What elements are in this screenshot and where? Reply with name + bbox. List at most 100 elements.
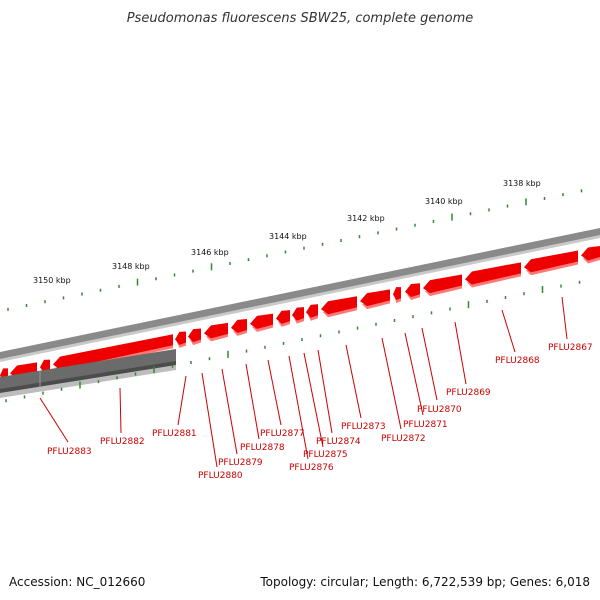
- scale-tick: [449, 307, 451, 311]
- gene-arrow[interactable]: [581, 246, 600, 261]
- kbp-label: 3138 kbp: [503, 179, 541, 188]
- scale-tick: [60, 387, 63, 391]
- scale-tick: [116, 376, 118, 380]
- scale-tick: [44, 300, 46, 304]
- scale-tick: [488, 208, 490, 212]
- scale-tick: [562, 193, 564, 197]
- kbp-labels: 3150 kbp 3148 kbp 3146 kbp 3144 kbp 3142…: [33, 179, 541, 285]
- gene-arrow[interactable]: [175, 331, 186, 345]
- gene-track: [0, 246, 600, 385]
- scale-tick: [118, 284, 120, 288]
- scale-tick: [97, 380, 100, 384]
- kbp-label: 3142 kbp: [347, 214, 385, 223]
- scale-tick: [173, 273, 176, 277]
- scale-tick: [136, 278, 139, 286]
- scale-tick: [375, 322, 377, 326]
- gene-arrow[interactable]: [524, 250, 578, 273]
- gene-arrow[interactable]: [204, 322, 228, 339]
- scale-tick: [506, 204, 509, 208]
- gene-label[interactable]: PFLU2882: [100, 437, 145, 447]
- kbp-label: 3150 kbp: [33, 276, 71, 285]
- page-title: Pseudomonas fluorescens SBW25, complete …: [127, 11, 474, 26]
- gene-callouts: PFLU2867 PFLU2868 PFLU2869 PFLU2870 PFLU…: [39, 296, 593, 481]
- scale-tick: [210, 263, 213, 271]
- gene-arrow[interactable]: [231, 318, 247, 333]
- scale-tick: [134, 372, 137, 376]
- genome-backbone: [0, 228, 600, 362]
- scale-tick: [23, 395, 26, 399]
- gene-label[interactable]: PFLU2870: [417, 405, 462, 415]
- selected-region[interactable]: [0, 349, 176, 398]
- scale-tick: [525, 198, 527, 206]
- scale-tick: [5, 399, 7, 403]
- gene-label[interactable]: PFLU2879: [218, 458, 263, 468]
- scale-tick: [99, 288, 102, 292]
- outer-scale-ticks: [7, 189, 583, 311]
- scale-tick: [412, 315, 414, 319]
- gene-label[interactable]: PFLU2872: [381, 434, 426, 444]
- gene-label[interactable]: PFLU2869: [446, 388, 491, 398]
- gene-arrow[interactable]: [405, 283, 420, 298]
- gene-label[interactable]: PFLU2875: [303, 450, 348, 460]
- scale-tick: [208, 357, 211, 361]
- scale-tick: [79, 381, 81, 389]
- gene-label[interactable]: PFLU2878: [240, 443, 285, 453]
- gene-label[interactable]: PFLU2876: [289, 463, 334, 473]
- scale-tick: [580, 189, 583, 193]
- gene-arrow[interactable]: [188, 328, 201, 343]
- scale-tick: [358, 235, 361, 239]
- inner-scale-ticks: [5, 280, 581, 403]
- scale-tick: [395, 227, 398, 231]
- gene-label[interactable]: PFLU2881: [152, 429, 197, 439]
- gene-label[interactable]: PFLU2877: [260, 429, 305, 439]
- scale-tick: [338, 330, 340, 334]
- scale-tick: [467, 301, 470, 309]
- scale-tick: [451, 213, 453, 221]
- gene-arrow[interactable]: [465, 262, 521, 285]
- scale-tick: [393, 318, 396, 322]
- scale-tick: [7, 307, 9, 311]
- gene-arrow[interactable]: [393, 287, 401, 301]
- scale-tick: [469, 212, 472, 216]
- scale-tick: [414, 223, 416, 227]
- gene-arrow[interactable]: [276, 310, 290, 324]
- gene-label[interactable]: PFLU2871: [403, 420, 448, 430]
- gene-arrow[interactable]: [360, 289, 390, 307]
- gene-label[interactable]: PFLU2867: [548, 343, 593, 353]
- scale-tick: [377, 231, 379, 235]
- scale-tick: [42, 391, 44, 395]
- kbp-label: 3146 kbp: [191, 248, 229, 257]
- gene-label[interactable]: PFLU2868: [495, 356, 540, 366]
- scale-tick: [430, 311, 433, 315]
- scale-tick: [486, 299, 488, 303]
- genome-summary-text: Topology: circular; Length: 6,722,539 bp…: [259, 575, 590, 589]
- scale-tick: [25, 304, 28, 308]
- scale-tick: [153, 366, 155, 374]
- scale-tick: [541, 285, 544, 293]
- gene-label[interactable]: PFLU2883: [47, 447, 92, 457]
- scale-tick: [319, 334, 322, 338]
- scale-tick: [560, 284, 562, 288]
- gene-arrow[interactable]: [321, 296, 357, 315]
- scale-tick: [266, 254, 268, 258]
- scale-tick: [155, 277, 157, 281]
- scale-tick: [264, 345, 266, 349]
- scale-tick: [284, 250, 287, 254]
- gene-arrow[interactable]: [292, 307, 304, 321]
- gene-arrow[interactable]: [306, 304, 318, 318]
- kbp-label: 3148 kbp: [112, 262, 150, 271]
- gene-arrow[interactable]: [250, 313, 273, 329]
- gene-arrow[interactable]: [423, 274, 462, 294]
- kbp-label: 3140 kbp: [425, 197, 463, 206]
- scale-tick: [578, 280, 581, 284]
- gene-label[interactable]: PFLU2880: [198, 471, 243, 481]
- scale-tick: [432, 219, 435, 223]
- scale-tick: [504, 296, 507, 300]
- scale-tick: [340, 239, 342, 243]
- gene-label[interactable]: PFLU2874: [316, 437, 361, 447]
- gene-arrow[interactable]: [53, 334, 173, 370]
- scale-tick: [245, 349, 248, 353]
- scale-tick: [227, 350, 229, 358]
- gene-label[interactable]: PFLU2873: [341, 422, 386, 432]
